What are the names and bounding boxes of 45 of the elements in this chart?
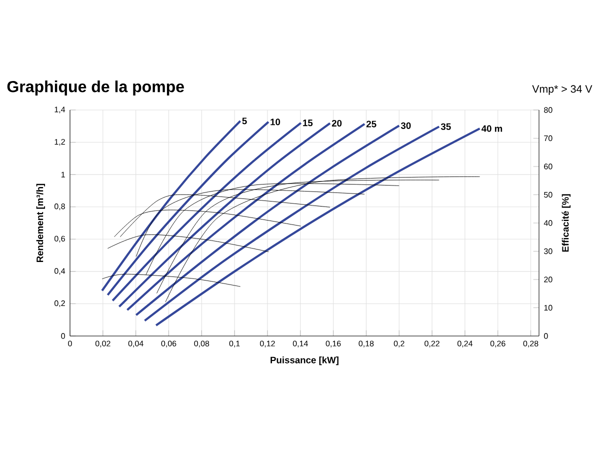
x-tick-label: 0,2 bbox=[394, 340, 404, 348]
y-tick-label: 1,4 bbox=[54, 106, 66, 114]
y-tick-label: 0,2 bbox=[54, 300, 65, 308]
y2-tick-label: 10 bbox=[544, 304, 552, 311]
x-tick-label: 0,18 bbox=[358, 340, 374, 348]
y2-axis-title: Efficacité [%] bbox=[562, 194, 571, 252]
x-tick-label: 0,14 bbox=[292, 340, 308, 348]
chart-title: Graphique de la pompe bbox=[7, 80, 184, 96]
x-tick-label: 0 bbox=[68, 340, 72, 346]
y-tick-label: 0,4 bbox=[54, 268, 66, 275]
y2-tick-label: 70 bbox=[544, 135, 552, 142]
y2-tick-label: 80 bbox=[544, 107, 552, 113]
x-tick-label: 0,04 bbox=[128, 340, 144, 348]
y-tick-label: 0,6 bbox=[54, 236, 65, 242]
y-tick-label: 0,8 bbox=[54, 204, 65, 210]
x-tick-label: 0,02 bbox=[95, 340, 110, 348]
series-label: 15 bbox=[303, 120, 313, 126]
y-tick-label: 0 bbox=[61, 333, 65, 339]
x-tick-label: 0,22 bbox=[424, 340, 440, 348]
y2-tick-label: 30 bbox=[544, 248, 552, 254]
x-tick-label: 0,16 bbox=[326, 340, 341, 348]
x-tick-label: 0,28 bbox=[523, 340, 538, 348]
y2-tick-label: 0 bbox=[544, 333, 548, 339]
x-tick-label: 0,12 bbox=[260, 340, 275, 348]
series-label: 5 bbox=[242, 118, 247, 124]
y2-tick-label: 20 bbox=[544, 276, 552, 282]
x-tick-label: 0,24 bbox=[457, 340, 473, 348]
x-tick-label: 0,26 bbox=[490, 340, 506, 348]
series-label: 30 bbox=[400, 122, 411, 129]
x-tick-label: 0,06 bbox=[161, 340, 176, 348]
y2-tick-label: 40 bbox=[544, 220, 552, 226]
text: Vmp* > 34 V bbox=[532, 85, 592, 95]
series-label: 20 bbox=[332, 120, 342, 127]
y-axis-title: Rendement [m³/h] bbox=[36, 184, 46, 262]
y2-tick-label: 60 bbox=[544, 164, 552, 170]
x-tick-label: 0,1 bbox=[229, 340, 240, 348]
series-label: 35 bbox=[440, 123, 451, 130]
x-tick-label: 0,08 bbox=[194, 340, 210, 348]
y-tick-label: 1,2 bbox=[54, 138, 65, 146]
y2-tick-label: 50 bbox=[544, 192, 552, 198]
y-tick-label: 1 bbox=[61, 172, 65, 178]
series-label: 25 bbox=[366, 120, 376, 128]
series-label: 40 m bbox=[482, 125, 502, 132]
x-axis-title: Puissance [kW] bbox=[270, 356, 338, 366]
series-label: 10 bbox=[270, 118, 280, 126]
